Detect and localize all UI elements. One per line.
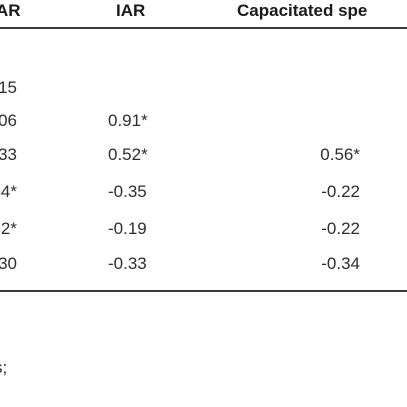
column-header-capacitated: Capacitated spe bbox=[237, 1, 368, 20]
column-header-ar: AR bbox=[0, 1, 21, 20]
table-cell-r5-c2: -0.33 bbox=[108, 254, 147, 273]
header-rule bbox=[0, 27, 407, 29]
column-header-iar: IAR bbox=[116, 1, 146, 20]
table-cell-r1-c2: 0.91* bbox=[108, 111, 148, 130]
table-cell-r4-c3: -0.22 bbox=[321, 219, 360, 238]
table-cell-r5-c3: -0.34 bbox=[321, 254, 360, 273]
table-cell-r4-c2: -0.19 bbox=[108, 219, 147, 238]
table-cell-r5-c1: 30 bbox=[0, 254, 17, 273]
table-cell-r0-c1: 15 bbox=[0, 78, 17, 97]
table-cell-r3-c3: -0.22 bbox=[321, 182, 360, 201]
table-cell-r3-c2: -0.35 bbox=[108, 182, 147, 201]
table-cell-r2-c2: 0.52* bbox=[108, 145, 148, 164]
table-cell-r4-c1: 52* bbox=[0, 219, 17, 238]
table-cell-r3-c1: 54* bbox=[0, 182, 17, 201]
table-cell-r2-c1: 33 bbox=[0, 145, 17, 164]
table-cell-r2-c3: 0.56* bbox=[320, 145, 360, 164]
table-cell-r1-c1: 06 bbox=[0, 111, 17, 130]
table-footnote: s; bbox=[0, 358, 8, 377]
table-bottom-rule bbox=[0, 290, 407, 292]
